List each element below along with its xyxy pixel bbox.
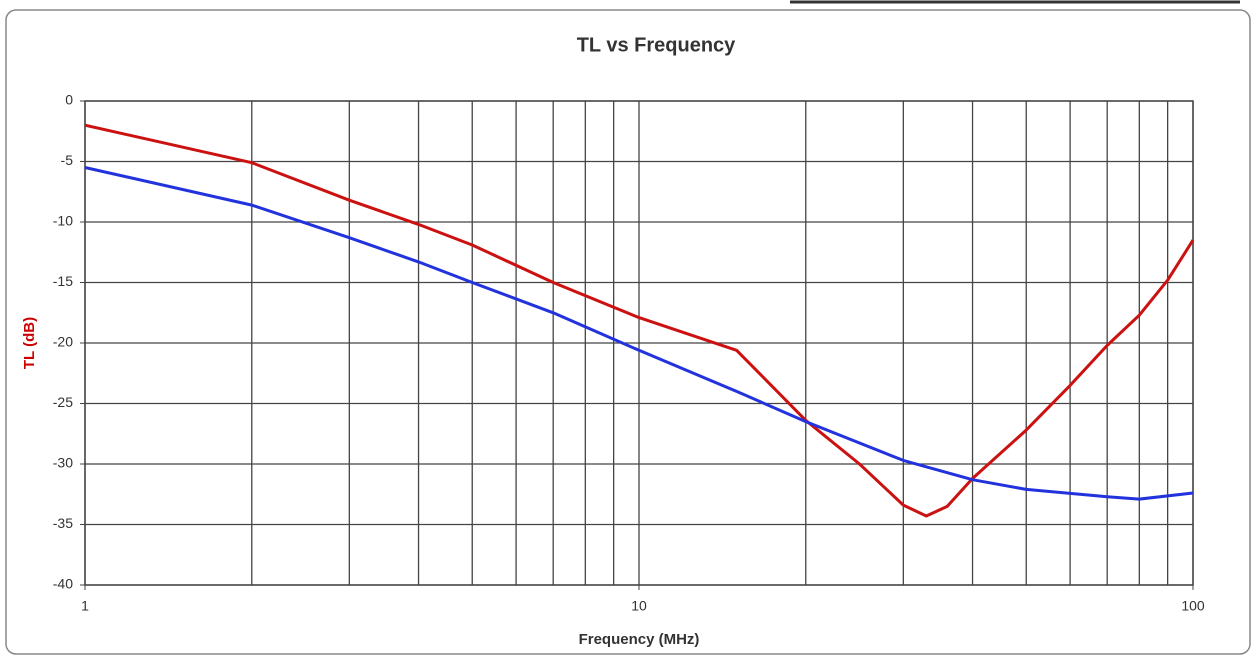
- y-tick-label: -5: [61, 152, 74, 168]
- y-tick-label: -35: [53, 515, 73, 531]
- y-tick-label: -15: [53, 273, 73, 289]
- chart-title: TL vs Frequency: [577, 34, 736, 56]
- y-axis-label: TL (dB): [21, 317, 38, 369]
- y-tick-label: -10: [53, 213, 73, 229]
- y-tick-label: -25: [53, 394, 73, 410]
- x-tick-label: 100: [1181, 598, 1205, 614]
- x-tick-label: 1: [81, 598, 89, 614]
- y-tick-label: -30: [53, 455, 73, 471]
- series-line: [84, 123, 1195, 518]
- x-tick-label: 10: [631, 598, 647, 614]
- y-tick-label: -40: [53, 576, 73, 592]
- y-tick-label: -20: [53, 334, 73, 350]
- series-line: [84, 166, 1194, 501]
- y-tick-label: 0: [65, 92, 73, 108]
- x-axis-label: Frequency (MHz): [579, 631, 700, 648]
